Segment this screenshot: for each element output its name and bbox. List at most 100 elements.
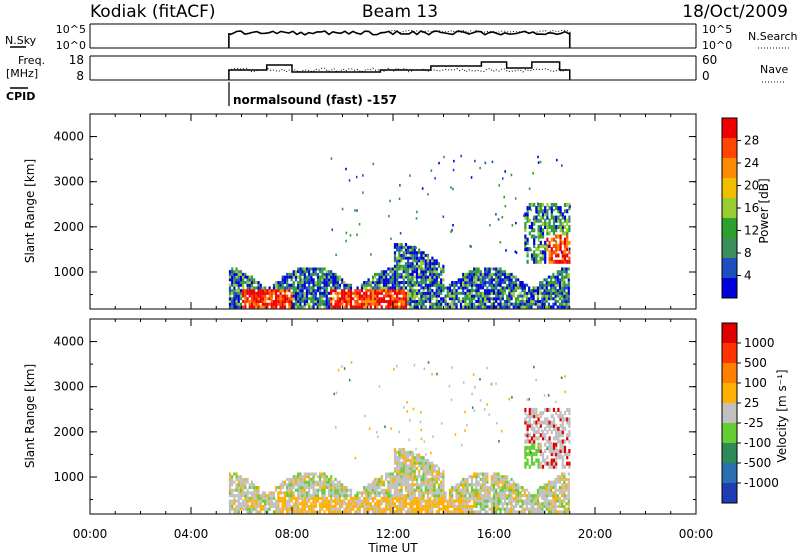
range-gate-cell	[297, 275, 300, 279]
range-gate-cell	[248, 305, 251, 309]
colorbar-tick-label: -25	[744, 416, 764, 430]
range-gate-cell	[490, 483, 493, 487]
range-gate-cell	[347, 289, 350, 293]
range-gate-cell	[557, 253, 560, 258]
range-gate-cell	[314, 472, 317, 476]
range-gate-cell	[358, 502, 361, 506]
range-gate-cell	[528, 407, 531, 412]
range-gate-cell	[244, 483, 247, 487]
range-gate-cell	[345, 510, 348, 514]
range-gate-cell	[407, 502, 410, 506]
range-gate-cell	[547, 502, 551, 506]
range-gate-cell	[412, 407, 415, 411]
range-gate-cell	[411, 259, 414, 263]
range-gate-cell	[477, 483, 480, 487]
range-gate-cell	[411, 272, 414, 276]
range-gate-cell	[426, 464, 430, 468]
range-gate-cell	[283, 275, 287, 279]
range-gate-cell	[431, 504, 434, 508]
range-gate-cell	[561, 299, 564, 303]
range-gate-cell	[550, 259, 553, 264]
range-gate-cell	[424, 510, 427, 514]
range-gate-cell	[499, 502, 502, 506]
range-gate-cell	[237, 510, 240, 514]
range-gate-cell	[343, 502, 346, 506]
range-gate-cell	[530, 423, 534, 428]
range-gate-cell	[398, 472, 401, 476]
range-gate-cell	[257, 299, 260, 303]
range-gate-cell	[437, 286, 441, 290]
range-gate-cell	[380, 488, 383, 492]
range-gate-cell	[409, 453, 412, 457]
range-gate-cell	[288, 504, 291, 508]
range-gate-cell	[327, 305, 331, 309]
range-gate-cell	[477, 286, 480, 290]
range-gate-cell	[466, 424, 468, 427]
range-gate-cell	[314, 267, 317, 271]
range-gate-cell	[473, 283, 476, 287]
range-gate-cell	[422, 499, 425, 503]
range-gate-cell	[407, 480, 410, 484]
range-gate-cell	[473, 488, 476, 492]
range-gate-cell	[420, 270, 423, 274]
range-gate-cell	[290, 477, 293, 481]
range-gate-cell	[552, 275, 555, 279]
range-gate-cell	[308, 510, 311, 514]
range-gate-cell	[533, 218, 536, 223]
range-gate-cell	[552, 225, 556, 230]
range-gate-cell	[370, 253, 372, 256]
range-gate-cell	[369, 286, 372, 290]
range-gate-cell	[244, 491, 247, 495]
range-gate-cell	[528, 187, 531, 190]
range-gate-cell	[409, 486, 412, 490]
range-gate-cell	[393, 450, 397, 454]
range-gate-cell	[532, 504, 535, 508]
range-gate-cell	[404, 264, 408, 268]
nave-tick-bottom: 0	[702, 69, 710, 83]
range-gate-cell	[464, 294, 467, 298]
range-gate-cell	[250, 504, 254, 508]
range-gate-cell	[558, 496, 562, 500]
range-gate-cell	[559, 445, 562, 450]
range-gate-cell	[402, 477, 405, 481]
range-gate-cell	[242, 283, 245, 287]
range-gate-cell	[459, 499, 463, 503]
range-gate-cell	[484, 488, 487, 492]
range-gate-cell	[554, 510, 557, 514]
range-gate-cell	[255, 496, 258, 500]
range-gate-cell	[231, 289, 234, 293]
range-gate-cell	[253, 297, 256, 301]
range-gate-cell	[413, 488, 416, 492]
range-gate-cell	[365, 302, 368, 306]
range-gate-cell	[477, 496, 480, 500]
range-gate-cell	[228, 477, 232, 481]
range-gate-cell	[290, 291, 293, 295]
range-gate-cell	[244, 275, 247, 279]
range-gate-cell	[519, 302, 522, 306]
range-gate-cell	[316, 305, 320, 309]
range-gate-cell	[426, 499, 430, 503]
range-gate-cell	[398, 267, 401, 271]
range-gate-cell	[387, 283, 390, 287]
range-gate-cell	[314, 281, 317, 285]
range-gate-cell	[250, 510, 254, 514]
range-gate-cell	[512, 286, 515, 290]
range-gate-cell	[435, 294, 438, 298]
range-gate-cell	[451, 488, 454, 492]
range-gate-cell	[409, 299, 412, 303]
range-gate-cell	[429, 499, 432, 503]
range-gate-cell	[316, 488, 320, 492]
range-gate-cell	[429, 467, 432, 471]
range-gate-cell	[510, 283, 513, 287]
range-gate-cell	[407, 275, 410, 279]
range-gate-cell	[283, 278, 287, 282]
range-gate-cell	[448, 294, 452, 298]
range-gate-cell	[228, 305, 232, 309]
range-gate-cell	[303, 491, 306, 495]
range-gate-cell	[411, 472, 414, 476]
range-gate-cell	[546, 430, 549, 435]
range-gate-cell	[431, 499, 434, 503]
range-gate-cell	[545, 299, 548, 303]
range-gate-cell	[422, 253, 425, 257]
range-gate-cell	[360, 283, 364, 287]
